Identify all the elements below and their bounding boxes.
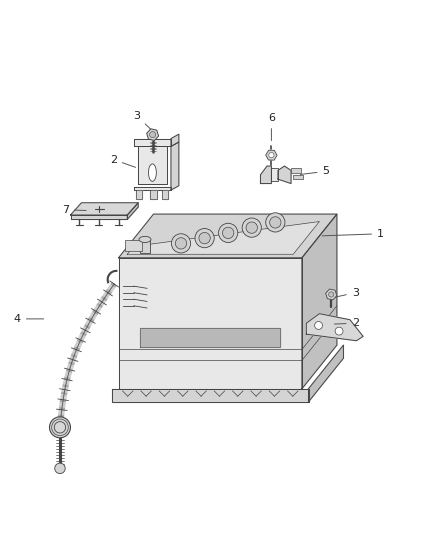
Text: 4: 4	[14, 314, 44, 324]
Circle shape	[54, 422, 66, 433]
Bar	[293, 175, 303, 179]
Circle shape	[199, 232, 210, 244]
Polygon shape	[261, 166, 272, 183]
Polygon shape	[138, 147, 166, 183]
Circle shape	[223, 227, 234, 239]
Polygon shape	[308, 345, 343, 402]
Circle shape	[195, 229, 214, 248]
Circle shape	[242, 218, 261, 237]
Polygon shape	[127, 203, 138, 220]
Circle shape	[328, 292, 334, 297]
Circle shape	[246, 222, 258, 233]
Circle shape	[219, 223, 238, 243]
Circle shape	[270, 217, 281, 228]
Circle shape	[266, 213, 285, 232]
Circle shape	[150, 132, 155, 138]
Polygon shape	[134, 187, 171, 190]
Circle shape	[171, 234, 191, 253]
Polygon shape	[150, 190, 156, 199]
Text: 1: 1	[322, 229, 384, 239]
Circle shape	[49, 417, 71, 438]
Text: 2: 2	[335, 318, 359, 328]
Polygon shape	[119, 214, 337, 258]
Polygon shape	[134, 139, 171, 147]
Polygon shape	[306, 313, 363, 341]
Bar	[125, 240, 142, 251]
Polygon shape	[119, 258, 302, 389]
Polygon shape	[112, 389, 308, 402]
Polygon shape	[171, 142, 179, 190]
Text: 5: 5	[300, 166, 329, 176]
Polygon shape	[71, 215, 127, 220]
Polygon shape	[136, 190, 142, 199]
Circle shape	[55, 463, 65, 474]
Bar	[272, 168, 278, 181]
Ellipse shape	[148, 164, 156, 181]
Circle shape	[175, 238, 187, 249]
Text: 6: 6	[268, 113, 275, 141]
Polygon shape	[171, 134, 179, 147]
Text: 3: 3	[134, 111, 151, 129]
Bar	[140, 239, 150, 253]
Text: 2: 2	[110, 155, 136, 167]
Polygon shape	[71, 203, 138, 215]
Polygon shape	[141, 328, 280, 348]
Text: 3: 3	[334, 288, 359, 298]
Polygon shape	[278, 166, 291, 183]
Circle shape	[314, 321, 322, 329]
Polygon shape	[127, 222, 319, 254]
Text: 7: 7	[62, 205, 86, 215]
Bar	[291, 168, 300, 173]
Polygon shape	[162, 190, 168, 199]
Polygon shape	[302, 214, 337, 389]
Circle shape	[269, 152, 274, 158]
Ellipse shape	[139, 236, 151, 243]
Circle shape	[335, 327, 343, 335]
